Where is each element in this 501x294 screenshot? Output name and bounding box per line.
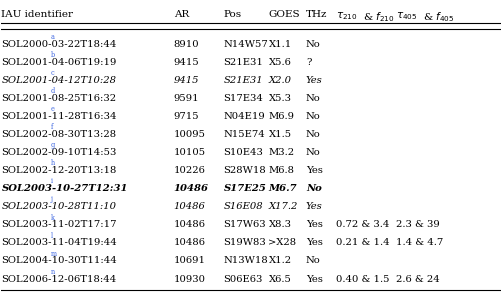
Text: Yes: Yes	[305, 220, 322, 229]
Text: 10095: 10095	[173, 130, 205, 139]
Text: X2.0: X2.0	[268, 76, 291, 85]
Text: 2.3 & 39: 2.3 & 39	[395, 220, 439, 229]
Text: SOL2001-11-28T16:34: SOL2001-11-28T16:34	[2, 112, 117, 121]
Text: $\tau_{210}$: $\tau_{210}$	[335, 10, 357, 22]
Text: l: l	[51, 232, 53, 240]
Text: X5.3: X5.3	[268, 94, 291, 103]
Text: Yes: Yes	[305, 166, 322, 175]
Text: >X28: >X28	[268, 238, 296, 248]
Text: j: j	[51, 196, 53, 203]
Text: 9715: 9715	[173, 112, 199, 121]
Text: S06E63: S06E63	[223, 275, 263, 283]
Text: f: f	[51, 123, 53, 131]
Text: No: No	[305, 112, 320, 121]
Text: N14W57: N14W57	[223, 40, 268, 49]
Text: N04E19: N04E19	[223, 112, 265, 121]
Text: g: g	[51, 141, 55, 149]
Text: SOL2001-04-12T10:28: SOL2001-04-12T10:28	[2, 76, 116, 85]
Text: M6.9: M6.9	[268, 112, 294, 121]
Text: $\tau_{405}$: $\tau_{405}$	[395, 10, 416, 22]
Text: S17E34: S17E34	[223, 94, 263, 103]
Text: M6.8: M6.8	[268, 166, 294, 175]
Text: X17.2: X17.2	[268, 202, 297, 211]
Text: Pos: Pos	[223, 10, 241, 19]
Text: X1.1: X1.1	[268, 40, 291, 49]
Text: S19W83: S19W83	[223, 238, 266, 248]
Text: 0.21 & 1.4: 0.21 & 1.4	[335, 238, 389, 248]
Text: SOL2003-10-27T12:31: SOL2003-10-27T12:31	[2, 184, 128, 193]
Text: SOL2004-10-30T11:44: SOL2004-10-30T11:44	[2, 256, 117, 265]
Text: 0.40 & 1.5: 0.40 & 1.5	[335, 275, 389, 283]
Text: Yes: Yes	[305, 238, 322, 248]
Text: No: No	[305, 94, 320, 103]
Text: N13W18: N13W18	[223, 256, 268, 265]
Text: 10486: 10486	[173, 238, 205, 248]
Text: m: m	[51, 250, 57, 258]
Text: 0.72 & 3.4: 0.72 & 3.4	[335, 220, 388, 229]
Text: Yes: Yes	[305, 76, 322, 85]
Text: S17W63: S17W63	[223, 220, 266, 229]
Text: 8910: 8910	[173, 40, 199, 49]
Text: No: No	[305, 130, 320, 139]
Text: d: d	[51, 87, 55, 95]
Text: S17E25: S17E25	[223, 184, 266, 193]
Text: SOL2001-08-25T16:32: SOL2001-08-25T16:32	[2, 94, 116, 103]
Text: 1.4 & 4.7: 1.4 & 4.7	[395, 238, 442, 248]
Text: SOL2002-12-20T13:18: SOL2002-12-20T13:18	[2, 166, 117, 175]
Text: S10E43: S10E43	[223, 148, 263, 157]
Text: No: No	[305, 40, 320, 49]
Text: 10105: 10105	[173, 148, 205, 157]
Text: & $f_{405}$: & $f_{405}$	[422, 10, 454, 24]
Text: IAU identifier: IAU identifier	[2, 10, 73, 19]
Text: S28W18: S28W18	[223, 166, 266, 175]
Text: 10691: 10691	[173, 256, 205, 265]
Text: 9591: 9591	[173, 94, 199, 103]
Text: No: No	[305, 184, 321, 193]
Text: c: c	[51, 69, 54, 77]
Text: X1.5: X1.5	[268, 130, 291, 139]
Text: Yes: Yes	[305, 202, 322, 211]
Text: M3.2: M3.2	[268, 148, 294, 157]
Text: b: b	[51, 51, 55, 59]
Text: i: i	[51, 177, 53, 186]
Text: SOL2003-11-02T17:17: SOL2003-11-02T17:17	[2, 220, 117, 229]
Text: ?: ?	[305, 58, 311, 67]
Text: THz: THz	[305, 10, 327, 19]
Text: No: No	[305, 148, 320, 157]
Text: 10226: 10226	[173, 166, 205, 175]
Text: h: h	[51, 159, 55, 167]
Text: e: e	[51, 105, 55, 113]
Text: 10486: 10486	[173, 202, 205, 211]
Text: SOL2002-09-10T14:53: SOL2002-09-10T14:53	[2, 148, 117, 157]
Text: 9415: 9415	[173, 58, 199, 67]
Text: S21E31: S21E31	[223, 58, 263, 67]
Text: S21E31: S21E31	[223, 76, 263, 85]
Text: X6.5: X6.5	[268, 275, 291, 283]
Text: N15E74: N15E74	[223, 130, 265, 139]
Text: n: n	[51, 268, 55, 276]
Text: GOES: GOES	[268, 10, 300, 19]
Text: S16E08: S16E08	[223, 202, 263, 211]
Text: 10930: 10930	[173, 275, 205, 283]
Text: & $f_{210}$: & $f_{210}$	[363, 10, 394, 24]
Text: SOL2001-04-06T19:19: SOL2001-04-06T19:19	[2, 58, 117, 67]
Text: X1.2: X1.2	[268, 256, 291, 265]
Text: SOL2003-10-28T11:10: SOL2003-10-28T11:10	[2, 202, 116, 211]
Text: k: k	[51, 213, 55, 222]
Text: X5.6: X5.6	[268, 58, 291, 67]
Text: M6.7: M6.7	[268, 184, 297, 193]
Text: 10486: 10486	[173, 184, 208, 193]
Text: a: a	[51, 33, 55, 41]
Text: SOL2003-11-04T19:44: SOL2003-11-04T19:44	[2, 238, 117, 248]
Text: SOL2002-08-30T13:28: SOL2002-08-30T13:28	[2, 130, 116, 139]
Text: SOL2006-12-06T18:44: SOL2006-12-06T18:44	[2, 275, 116, 283]
Text: SOL2000-03-22T18:44: SOL2000-03-22T18:44	[2, 40, 117, 49]
Text: 2.6 & 24: 2.6 & 24	[395, 275, 439, 283]
Text: 10486: 10486	[173, 220, 205, 229]
Text: No: No	[305, 256, 320, 265]
Text: Yes: Yes	[305, 275, 322, 283]
Text: X8.3: X8.3	[268, 220, 291, 229]
Text: 9415: 9415	[173, 76, 199, 85]
Text: AR: AR	[173, 10, 188, 19]
